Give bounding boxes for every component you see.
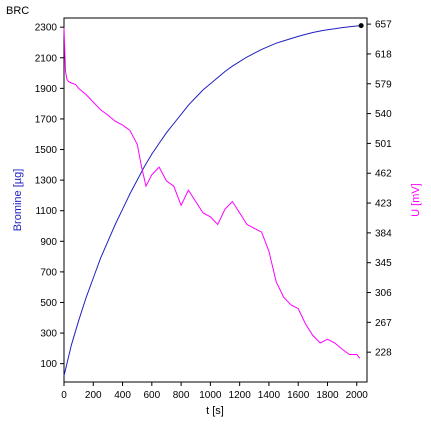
y-right-tick-label: 228 [375,348,392,359]
x-tick-label: 1000 [199,390,222,401]
y-left-tick-label: 100 [40,359,57,370]
right-axis: 228 267 306 345 384 423 462 501 540 579 618 657 [367,20,392,359]
y-left-tick-label: 700 [40,267,57,278]
voltage-series-line [63,27,361,359]
y-right-tick-label: 657 [375,20,392,31]
x-tick-label: 1200 [229,390,252,401]
x-tick-label: 800 [173,390,190,401]
y-right-tick-label: 267 [375,318,392,329]
y-left-tick-label: 2300 [35,23,58,34]
y-left-tick-label: 1900 [35,84,58,95]
left-axis: 100 300 500 700 900 1100 1300 1500 1700 1900 2100 2… [35,23,64,370]
y-right-tick-label: 384 [375,228,392,239]
x-tick-label: 1400 [258,390,281,401]
y-left-tick-label: 300 [40,329,57,340]
plot-area [63,17,368,383]
x-tick-label: 1800 [316,390,339,401]
bromine-series-line [63,25,362,377]
y-left-tick-label: 900 [40,237,57,248]
y-left-tick-label: 1300 [35,176,58,187]
y-right-tick-label: 618 [375,49,392,60]
y-right-tick-label: 306 [375,288,392,299]
x-axis-label: t [s] [206,405,224,417]
series-end-marker [358,23,364,29]
y-left-tick-label: 1700 [35,114,58,125]
x-tick-label: 1600 [287,390,310,401]
bottom-axis: 0 200 400 600 800 1000 1200 1400 1600 1800 2000 [61,382,368,401]
series-layer [63,23,364,377]
x-tick-label: 0 [61,390,67,401]
x-tick-label: 2000 [346,390,369,401]
y-right-tick-label: 423 [375,199,392,210]
y-right-tick-label: 540 [375,109,392,120]
y-right-tick-label: 345 [375,258,392,269]
x-tick-label: 200 [85,390,102,401]
y-left-tick-label: 1500 [35,145,58,156]
y-left-tick-label: 2100 [35,53,58,64]
y-left-axis-label: Bromine [µg] [12,169,24,232]
y-left-tick-label: 500 [40,298,57,309]
y-right-tick-label: 579 [375,79,392,90]
x-tick-label: 600 [143,390,160,401]
y-right-tick-label: 501 [375,139,392,150]
x-tick-label: 400 [114,390,131,401]
plot-frame [63,17,368,383]
y-right-axis-label: U [mV] [410,183,422,217]
chart-title: BRC [6,5,29,17]
y-left-tick-label: 1100 [35,206,57,217]
y-right-tick-label: 462 [375,169,392,180]
